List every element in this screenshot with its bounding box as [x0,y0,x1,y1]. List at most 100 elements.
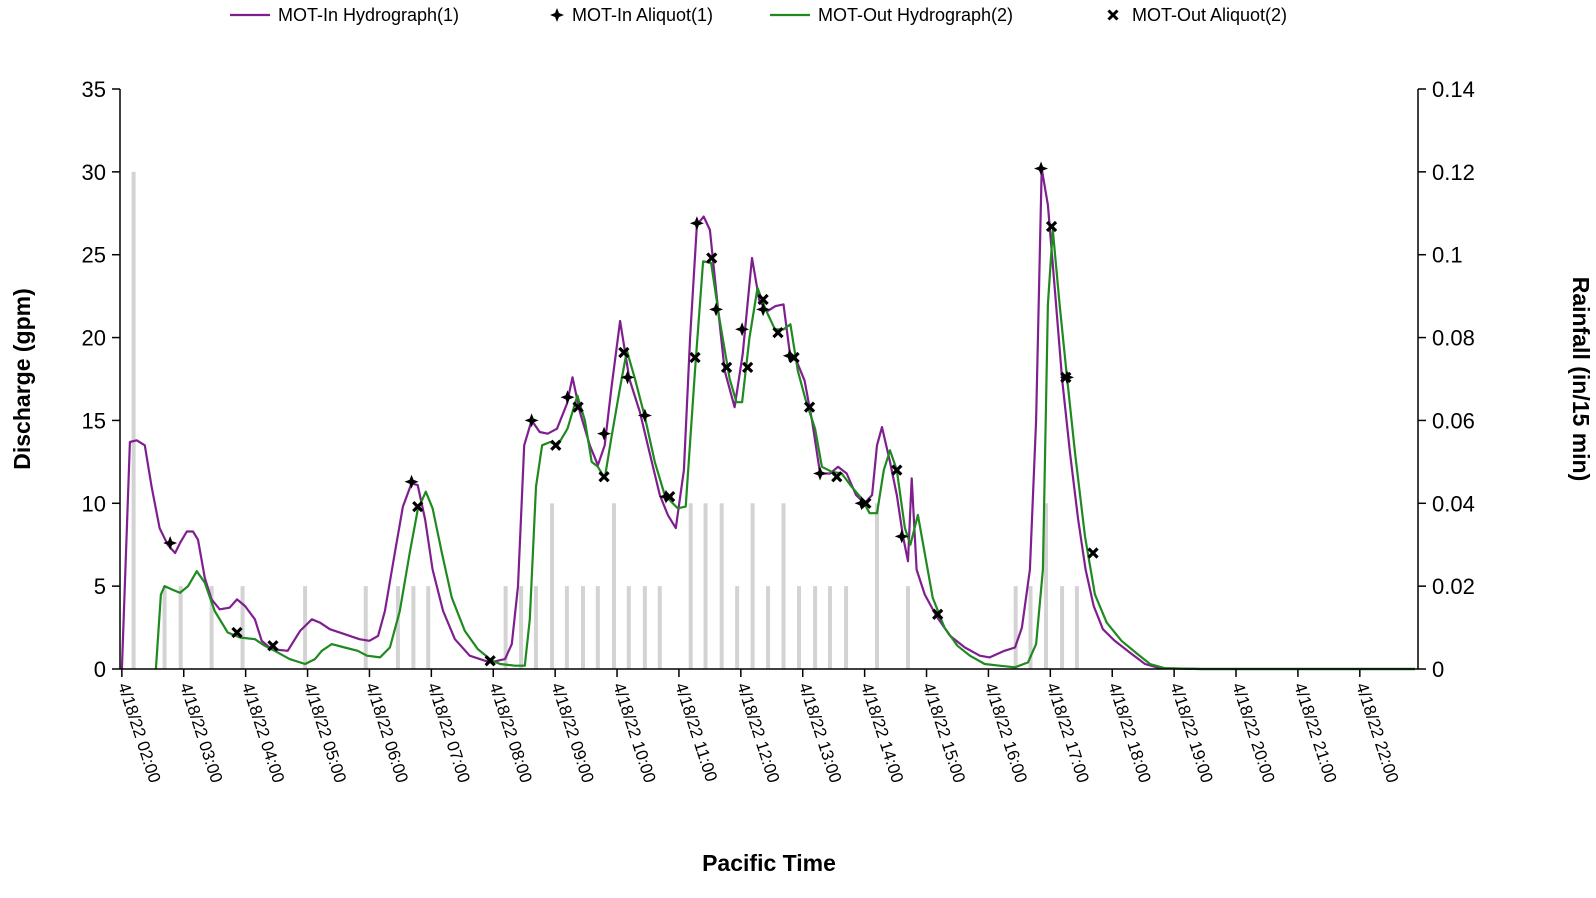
aliquot-marker [412,500,424,513]
aliquot-marker [404,474,419,489]
rain-bar [642,586,647,669]
aliquot-marker [231,626,243,639]
rain-bar [550,503,555,669]
x-tick-label: 4/18/22 12:00 [733,680,783,785]
aliquot-marker [597,426,612,441]
rain-bar [813,586,818,669]
rain-bar [781,503,786,669]
aliquot-marker [706,252,718,264]
aliquot-marker [831,471,843,483]
rain-bar [209,586,214,669]
rain-bar [1074,586,1079,669]
rain-bar [688,503,693,669]
aliquot-marker [782,348,797,363]
x-tick-label: 4/18/22 04:00 [238,680,288,785]
rain-bar [626,586,631,669]
rain-bar [426,586,431,669]
y-tick-label: 35 [82,77,106,102]
x-tick-label: 4/18/22 10:00 [609,680,659,785]
rain-bar [595,586,600,669]
rain-bar [766,586,771,669]
aliquot-marker [550,439,562,451]
rain-bar [905,586,910,669]
legend-swatch [550,8,564,22]
y-tick-label: 0 [94,657,106,682]
rain-bar [797,586,802,669]
aliquot-marker [598,471,610,483]
x-tick-label: 4/18/22 13:00 [795,680,845,785]
rain-bar [611,503,616,669]
rain-bar [363,586,368,669]
rain-bar [162,586,167,669]
x-tick-label: 4/18/22 07:00 [424,680,474,785]
x-tick-label: 4/18/22 03:00 [176,680,226,785]
rain-bar [519,586,524,669]
y-tick-label: 5 [94,574,106,599]
aliquot-marker [860,497,872,509]
legend-label: MOT-Out Hydrograph(2) [818,5,1013,25]
x-tick-label: 4/18/22 19:00 [1166,680,1216,785]
rain-bar [178,586,183,669]
legend-label: MOT-Out Aliquot(2) [1132,5,1287,25]
aliquot-marker [854,496,869,511]
aliquot-marker [709,302,724,317]
legend-label: MOT-In Aliquot(1) [572,5,713,25]
y2-tick-label: 0.04 [1432,491,1475,516]
x-tick-label: 4/18/22 09:00 [547,680,597,785]
y2-tick-label: 0 [1432,657,1444,682]
aliquot-marker [637,408,652,423]
rain-bar [580,586,585,669]
y2-tick-label: 0.14 [1432,77,1475,102]
x-tick-label: 4/18/22 16:00 [981,680,1031,785]
aliquot-marker [742,361,754,374]
rain-bar [827,586,832,669]
y-tick-label: 25 [82,243,106,268]
y-tick-label: 20 [82,326,106,351]
rain-bar [1028,586,1033,669]
x-tick-label: 4/18/22 08:00 [485,680,535,785]
aliquot-marker [572,401,584,413]
rain-bar [533,586,538,669]
rain-bar [875,503,880,669]
x-tick-label: 4/18/22 05:00 [300,680,350,785]
rain-bar [844,586,849,669]
aliquot-marker [658,489,673,504]
aliquot-marker [803,401,816,413]
x-tick-label: 4/18/22 21:00 [1290,680,1340,785]
aliquot-marker [772,326,784,339]
rain-bar [750,503,755,669]
x-tick-label: 4/18/22 20:00 [1228,680,1278,785]
aliquot-marker [163,536,178,551]
aliquot-marker [267,640,279,652]
aliquot-marker [757,293,769,306]
aliquot-marker [620,370,635,385]
y2-axis-title: Rainfall (in/15 min) [1568,277,1594,481]
y-tick-label: 15 [82,408,106,433]
y-axis-title: Discharge (gpm) [9,288,35,469]
hydrograph-line [154,228,1415,671]
x-axis-title: Pacific Time [702,850,836,876]
y2-tick-label: 0.1 [1432,243,1463,268]
aliquot-marker [788,351,800,364]
aliquot-marker [689,351,701,364]
y2-tick-label: 0.08 [1432,326,1475,351]
aliquot-marker [689,216,704,231]
rain-bar [1043,503,1048,669]
legend-swatch [1107,9,1119,21]
rain-bar [411,586,416,669]
aliquot-marker [524,413,539,428]
y-tick-label: 10 [82,491,106,516]
aliquot-marker [756,302,771,317]
x-tick-label: 4/18/22 18:00 [1104,680,1154,785]
x-tick-label: 4/18/22 14:00 [857,680,907,785]
x-tick-label: 4/18/22 11:00 [671,680,721,784]
aliquot-marker [932,608,944,620]
rain-bar [703,503,708,669]
rain-bar [719,503,724,669]
aliquot-marker [1087,547,1099,559]
rain-bar [503,586,508,669]
x-tick-label: 4/18/22 02:00 [114,680,164,785]
rain-bar [1060,586,1065,669]
aliquot-marker [1034,161,1049,176]
